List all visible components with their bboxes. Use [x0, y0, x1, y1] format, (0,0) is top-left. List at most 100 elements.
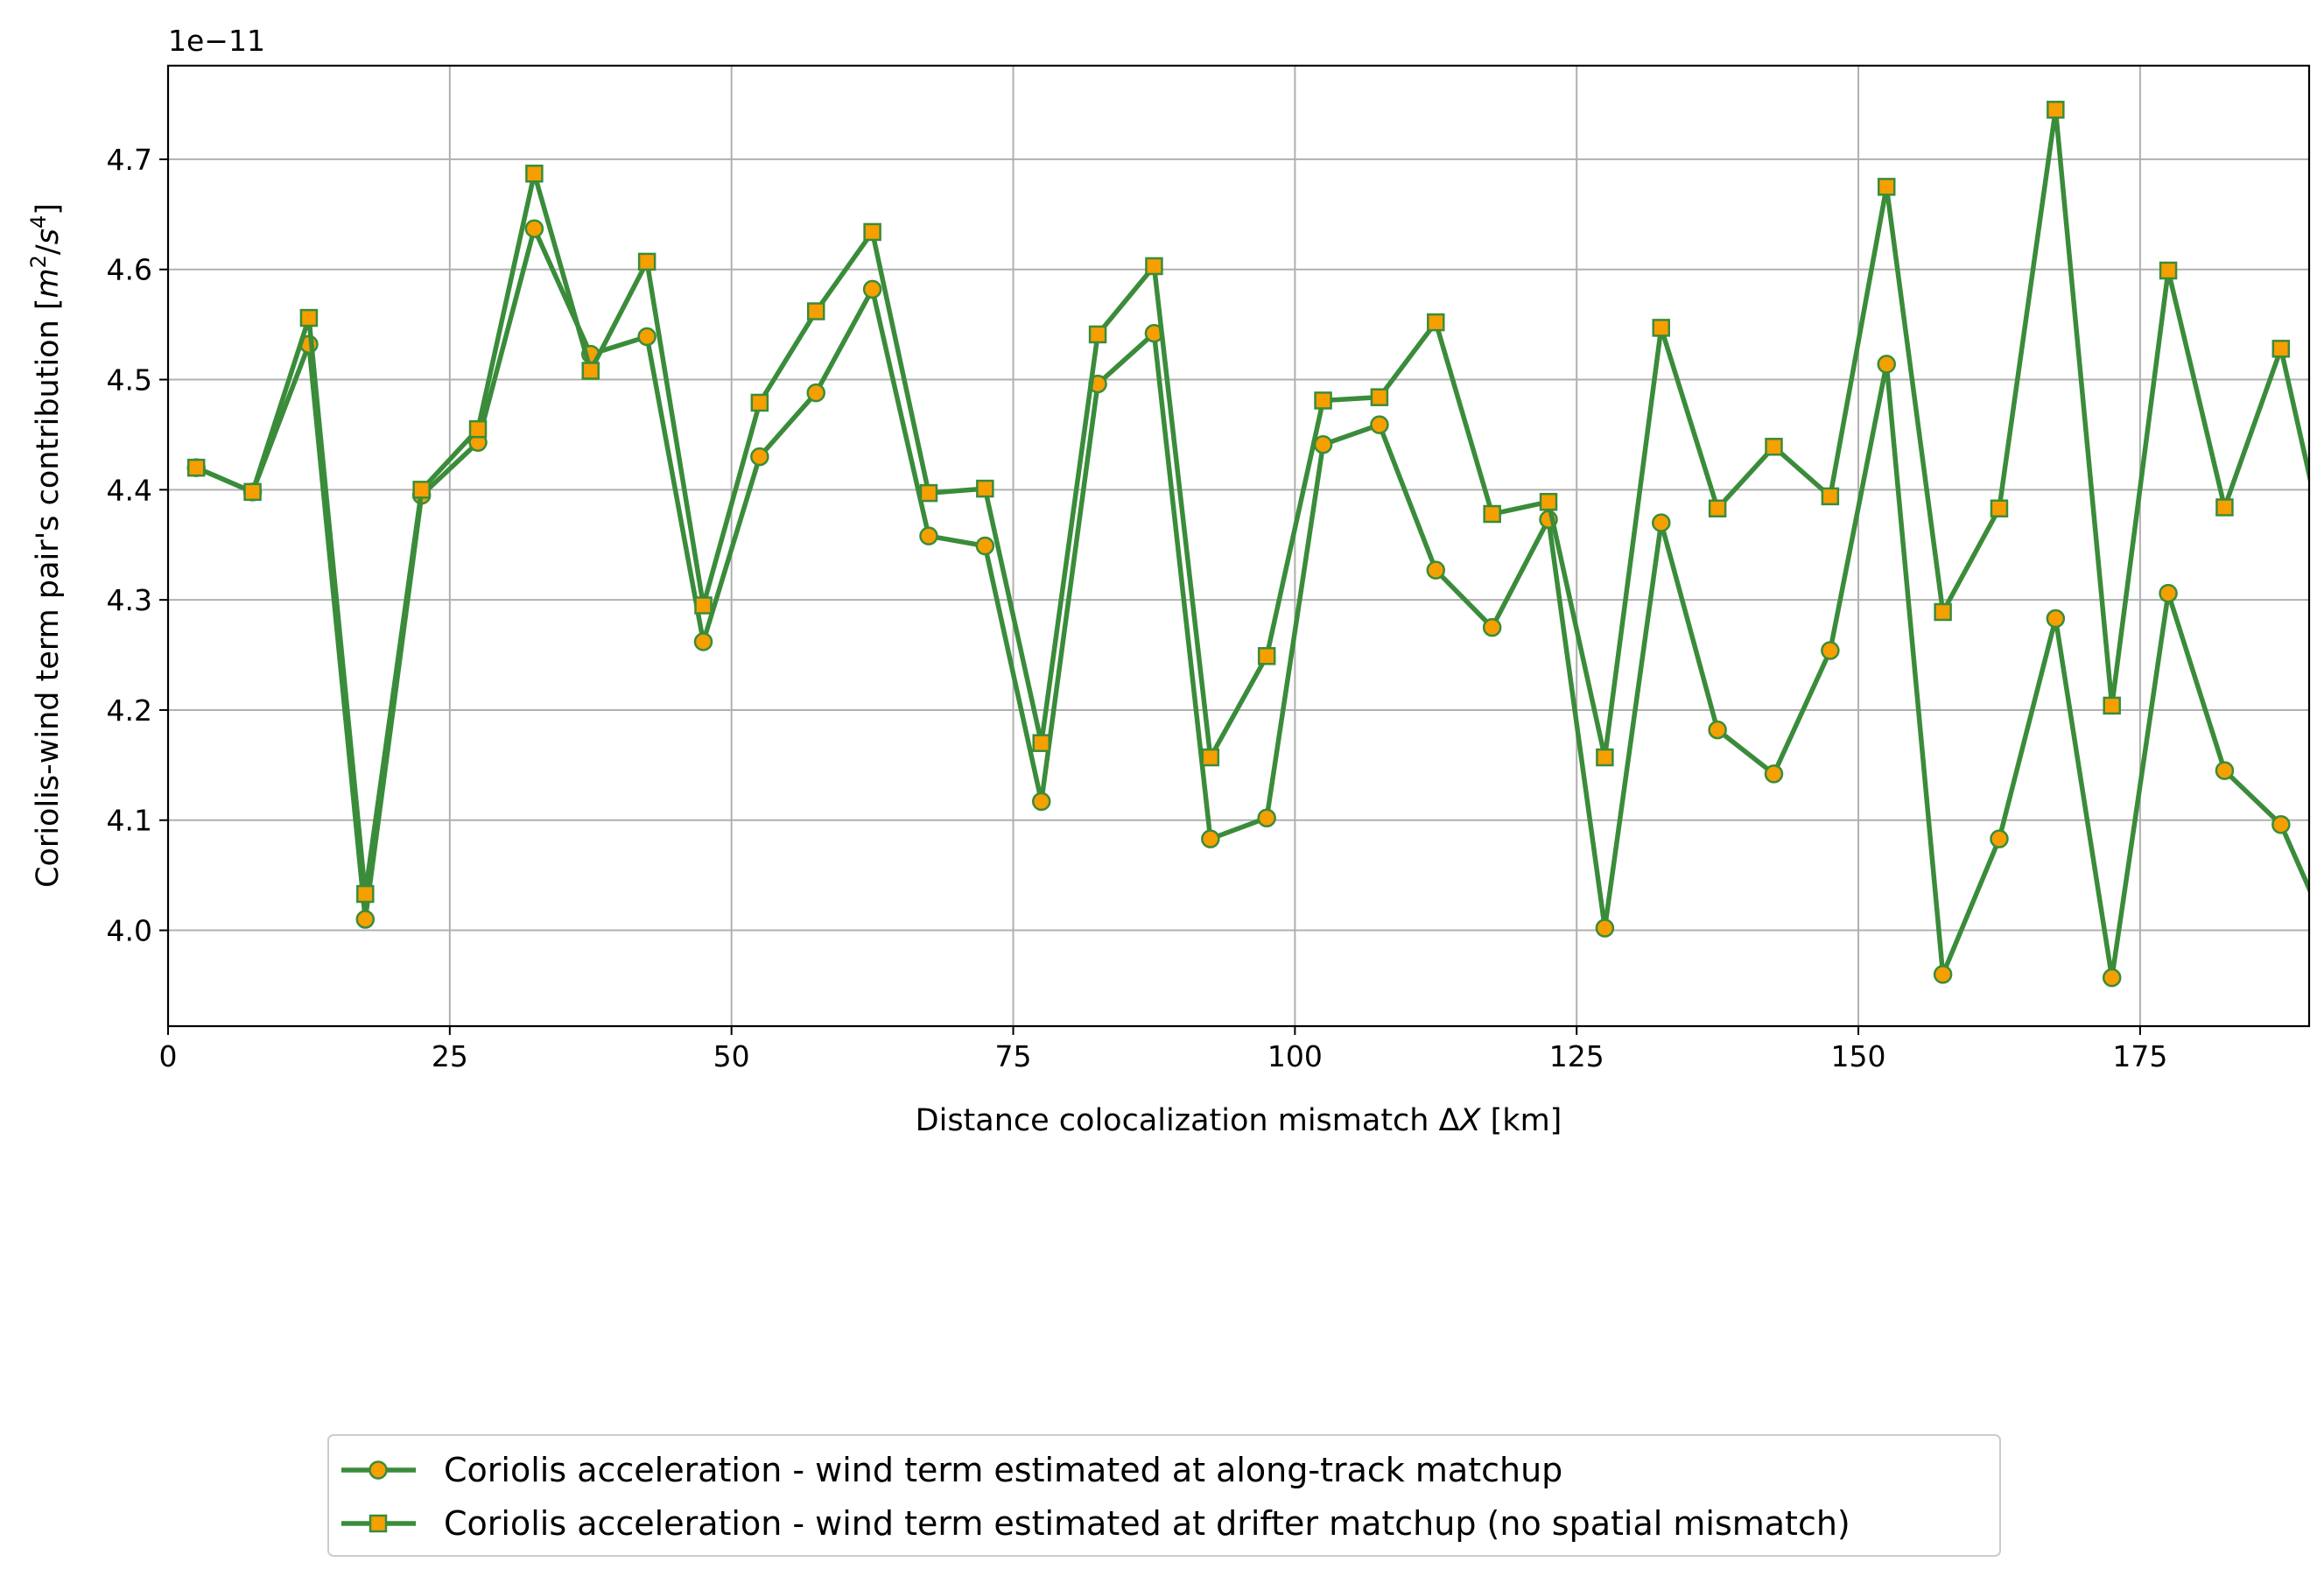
legend-entry-1: Coriolis acceleration - wind term estima…	[341, 1451, 1562, 1489]
legend: Coriolis acceleration - wind term estima…	[327, 1434, 2001, 1557]
x-tick-label: 75	[995, 1039, 1032, 1073]
x-tick-label: 125	[1549, 1039, 1604, 1073]
data-point	[1990, 499, 2009, 517]
series-2	[186, 101, 2309, 904]
data-point	[1031, 792, 1051, 812]
data-point	[1765, 438, 1783, 456]
y-tick-label: 4.2	[107, 693, 152, 728]
data-point	[1313, 435, 1333, 454]
data-point	[412, 481, 431, 499]
data-point	[1652, 319, 1671, 337]
data-point	[975, 536, 995, 556]
data-point	[1370, 388, 1389, 406]
data-point	[750, 393, 769, 412]
data-point	[1764, 764, 1784, 784]
data-point	[524, 219, 544, 238]
data-point	[2215, 498, 2234, 517]
series-1	[186, 219, 2309, 988]
data-point	[1483, 504, 1501, 524]
data-point	[1201, 748, 1220, 767]
x-tick-label: 100	[1267, 1039, 1323, 1073]
legend-entry-2: Coriolis acceleration - wind term estima…	[341, 1504, 1850, 1543]
data-point	[2159, 261, 2178, 280]
y-tick-label: 4.5	[107, 363, 152, 398]
data-point	[806, 383, 825, 403]
data-point	[2047, 101, 2065, 119]
data-point	[1652, 513, 1671, 532]
legend-box	[327, 1434, 2001, 1557]
data-point	[862, 279, 882, 299]
x-tick-label: 50	[713, 1039, 750, 1073]
data-point	[1934, 602, 1952, 622]
y-tick-label: 4.7	[107, 143, 152, 177]
x-axis-label: Distance colocalization mismatch ΔX [km]	[916, 1103, 1562, 1138]
data-point	[468, 419, 488, 439]
data-point	[525, 165, 544, 183]
axis-ticks: 0 25 50 75 100 125 150 175 4.0 4.1 4.2 4.3 4.4 4.5 4.6…	[107, 143, 2168, 1073]
data-point	[1933, 965, 1953, 984]
data-point	[581, 362, 600, 380]
data-point	[243, 482, 262, 502]
y-tick-label: 4.4	[107, 473, 152, 507]
data-point	[355, 910, 376, 929]
data-point	[1821, 641, 1840, 660]
data-point	[1145, 257, 1163, 276]
data-point	[1990, 829, 2009, 848]
data-point	[750, 447, 769, 467]
data-point	[356, 884, 375, 904]
data-point	[976, 479, 994, 498]
data-point	[637, 327, 656, 347]
data-point	[2046, 609, 2066, 629]
data-point	[1314, 391, 1332, 410]
data-point	[1708, 720, 1727, 740]
y-tick-label: 4.0	[107, 914, 152, 948]
data-point	[1596, 748, 1614, 767]
data-point	[806, 302, 825, 320]
data-point	[693, 632, 713, 651]
data-point	[1482, 617, 1502, 637]
data-point	[1088, 325, 1107, 344]
legend-marker	[369, 1460, 388, 1480]
grid-lines	[167, 66, 2309, 1026]
data-point	[863, 222, 881, 242]
data-point	[1595, 918, 1615, 938]
data-point	[1257, 647, 1276, 665]
y-axis-label: Coriolis-wind term pair's contribution […	[26, 203, 66, 888]
data-point	[919, 483, 938, 503]
x-tick-label: 25	[432, 1039, 468, 1073]
data-point	[2271, 340, 2291, 358]
series-layer	[186, 101, 2309, 988]
offset-text: 1e−11	[168, 24, 265, 58]
y-tick-label: 4.3	[107, 583, 152, 617]
y-tick-label: 4.6	[107, 253, 152, 287]
data-point	[2159, 583, 2178, 603]
data-point	[2102, 967, 2122, 988]
data-point	[1426, 560, 1446, 580]
x-tick-label: 0	[159, 1039, 178, 1073]
data-point	[1877, 178, 1896, 196]
data-point	[1201, 829, 1220, 848]
data-point	[1821, 487, 1840, 506]
y-tick-label: 4.1	[107, 804, 152, 838]
data-point	[694, 596, 713, 615]
data-point	[1370, 415, 1389, 434]
data-point	[1257, 808, 1276, 827]
data-point	[1032, 734, 1050, 752]
data-point	[1427, 313, 1445, 332]
data-point	[1708, 499, 1727, 517]
data-point	[2215, 761, 2235, 780]
x-tick-label: 150	[1831, 1039, 1886, 1073]
legend-label: Coriolis acceleration - wind term estima…	[444, 1504, 1850, 1543]
series-1-line	[195, 226, 2309, 981]
data-point	[1539, 492, 1558, 511]
legend-label: Coriolis acceleration - wind term estima…	[444, 1451, 1562, 1489]
x-tick-label: 175	[2112, 1039, 2167, 1073]
data-point	[2103, 696, 2121, 715]
data-point	[186, 458, 206, 477]
data-point	[919, 526, 938, 545]
data-point	[637, 252, 656, 271]
legend-marker	[369, 1514, 388, 1533]
data-point	[2271, 815, 2291, 834]
data-point	[1877, 355, 1896, 374]
